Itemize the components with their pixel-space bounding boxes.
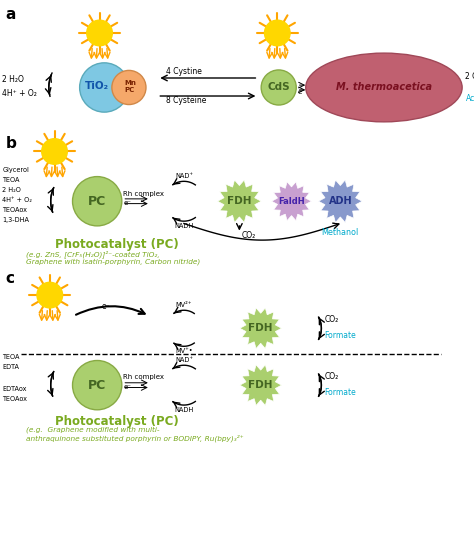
Text: TEOA: TEOA — [2, 354, 20, 360]
Text: e⁻: e⁻ — [297, 89, 305, 95]
Circle shape — [73, 360, 122, 410]
Text: 4H⁺ + O₂: 4H⁺ + O₂ — [2, 89, 37, 98]
Text: ADH: ADH — [328, 196, 352, 206]
Text: b: b — [6, 136, 17, 151]
Text: 4H⁺ + O₂: 4H⁺ + O₂ — [2, 197, 32, 203]
Text: Glycerol: Glycerol — [2, 167, 29, 173]
Text: Acetate: Acetate — [465, 94, 474, 102]
Text: Rh complex: Rh complex — [123, 190, 164, 197]
Text: 1,3-DHA: 1,3-DHA — [2, 217, 29, 223]
Text: NADH: NADH — [174, 407, 193, 413]
Text: Formate: Formate — [325, 388, 356, 397]
Ellipse shape — [306, 53, 462, 122]
Text: TiO₂: TiO₂ — [85, 81, 109, 91]
Text: 8 Cysteine: 8 Cysteine — [166, 96, 206, 105]
Circle shape — [87, 20, 112, 46]
Circle shape — [37, 282, 63, 308]
Text: Photocatalyst (PC): Photocatalyst (PC) — [55, 415, 178, 428]
Text: NAD⁺: NAD⁺ — [175, 357, 193, 363]
Circle shape — [73, 177, 122, 226]
Polygon shape — [240, 308, 282, 349]
Text: TEOAox: TEOAox — [2, 396, 27, 402]
Circle shape — [261, 70, 296, 105]
Text: TEOA: TEOA — [2, 177, 20, 183]
Circle shape — [42, 139, 67, 164]
Text: EDTAox: EDTAox — [2, 386, 27, 392]
Text: NAD⁺: NAD⁺ — [175, 173, 193, 179]
Text: M. thermoacetica: M. thermoacetica — [336, 81, 432, 91]
Text: CO₂: CO₂ — [325, 372, 339, 381]
Text: Rh complex: Rh complex — [123, 374, 164, 380]
Text: Mn
PC: Mn PC — [124, 80, 136, 93]
Polygon shape — [272, 182, 311, 221]
Polygon shape — [218, 180, 261, 222]
Text: MV²⁺: MV²⁺ — [176, 302, 192, 308]
Text: TEOAox: TEOAox — [2, 207, 27, 213]
Polygon shape — [240, 365, 282, 405]
Circle shape — [264, 20, 290, 46]
Text: e⁻: e⁻ — [102, 302, 110, 311]
Text: CO₂: CO₂ — [242, 231, 256, 240]
Text: c: c — [6, 271, 15, 286]
Text: FDH: FDH — [248, 380, 273, 390]
Text: 2 H₂O: 2 H₂O — [2, 187, 21, 193]
Text: 4 Cystine: 4 Cystine — [166, 67, 202, 76]
Text: PC: PC — [88, 195, 106, 208]
Text: EDTA: EDTA — [2, 364, 19, 369]
Text: FDH: FDH — [248, 323, 273, 333]
Text: e⁻: e⁻ — [123, 200, 131, 206]
Text: Formate: Formate — [325, 331, 356, 340]
Text: 2 H₂O: 2 H₂O — [2, 75, 24, 84]
Text: FaldH: FaldH — [278, 197, 305, 206]
Text: CO₂: CO₂ — [325, 315, 339, 324]
Text: Methanol: Methanol — [322, 228, 359, 237]
Text: 2 CO₂: 2 CO₂ — [465, 72, 474, 81]
Polygon shape — [319, 180, 362, 222]
Text: CdS: CdS — [267, 82, 290, 92]
Circle shape — [112, 70, 146, 105]
Text: e⁻: e⁻ — [123, 384, 131, 390]
Circle shape — [80, 63, 129, 112]
Text: PC: PC — [88, 379, 106, 392]
Text: (e.g.  Graphene modified with multi-
anthraquinone substituted porphyrin or BODI: (e.g. Graphene modified with multi- anth… — [26, 427, 244, 442]
Text: NADH: NADH — [174, 223, 193, 229]
Text: MV⁺•: MV⁺• — [175, 348, 193, 354]
Text: Photocatalyst (PC): Photocatalyst (PC) — [55, 238, 178, 251]
Text: FDH: FDH — [227, 196, 252, 206]
Text: a: a — [6, 7, 16, 22]
Text: (e.g. ZnS, [CrF₅(H₂O)]²⁻-coated TiO₂,
Graphene with isatin-porphyrin, Carbon nit: (e.g. ZnS, [CrF₅(H₂O)]²⁻-coated TiO₂, Gr… — [26, 250, 201, 265]
